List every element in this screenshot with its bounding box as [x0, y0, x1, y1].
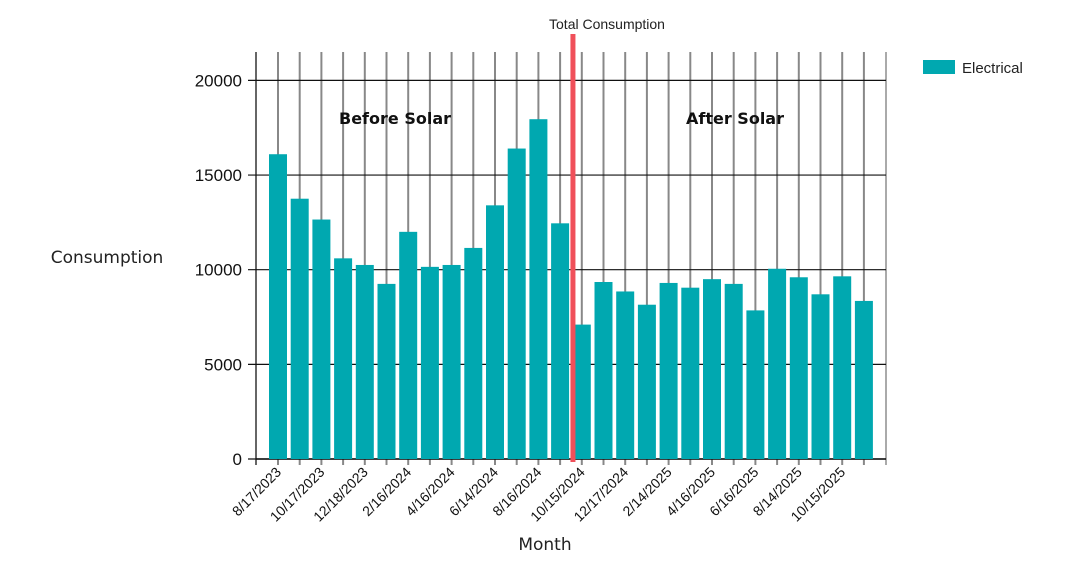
x-axis-label: Month: [518, 535, 571, 555]
y-tick-label: 0: [233, 450, 242, 469]
bar: [811, 294, 830, 459]
bar: [269, 154, 287, 459]
y-tick-label: 10000: [195, 261, 242, 280]
bar: [833, 276, 852, 459]
x-axis-ticks: 8/17/202310/17/202312/18/20232/16/20244/…: [229, 464, 849, 525]
bar: [659, 282, 678, 459]
bar: [290, 198, 309, 460]
bar: [854, 300, 873, 459]
y-tick-label: 5000: [204, 355, 242, 374]
bar: [551, 223, 570, 459]
y-axis-label: Consumption: [51, 248, 164, 268]
bar: [507, 148, 526, 459]
bar: [420, 266, 439, 459]
annotation-after-solar: After Solar: [686, 109, 784, 128]
bar: [616, 291, 635, 459]
y-axis-ticks: 0 5000 10000 15000 20000: [195, 71, 242, 469]
bar: [703, 279, 721, 459]
bar: [355, 264, 374, 459]
legend-label: Electrical: [962, 60, 1023, 77]
bar: [594, 282, 613, 459]
bar: [789, 277, 808, 459]
bar: [442, 264, 461, 459]
chart-title: Total Consumption: [549, 16, 665, 32]
bar: [377, 283, 396, 459]
bar: [529, 119, 548, 459]
bar: [334, 258, 353, 459]
bars: [269, 119, 873, 460]
bar: [464, 247, 483, 459]
bar: [572, 324, 591, 459]
legend: Electrical: [923, 60, 1023, 77]
bar: [724, 283, 743, 459]
bar: [637, 304, 656, 459]
y-tick-label: 15000: [195, 166, 242, 185]
y-tick-label: 20000: [195, 71, 242, 90]
bar: [312, 219, 331, 459]
bar: [768, 268, 787, 459]
bar: [399, 231, 418, 459]
bar: [681, 287, 700, 459]
annotation-before-solar: Before Solar: [339, 109, 451, 128]
bar: [486, 205, 504, 459]
bar: [746, 310, 765, 459]
legend-swatch: [923, 60, 955, 74]
